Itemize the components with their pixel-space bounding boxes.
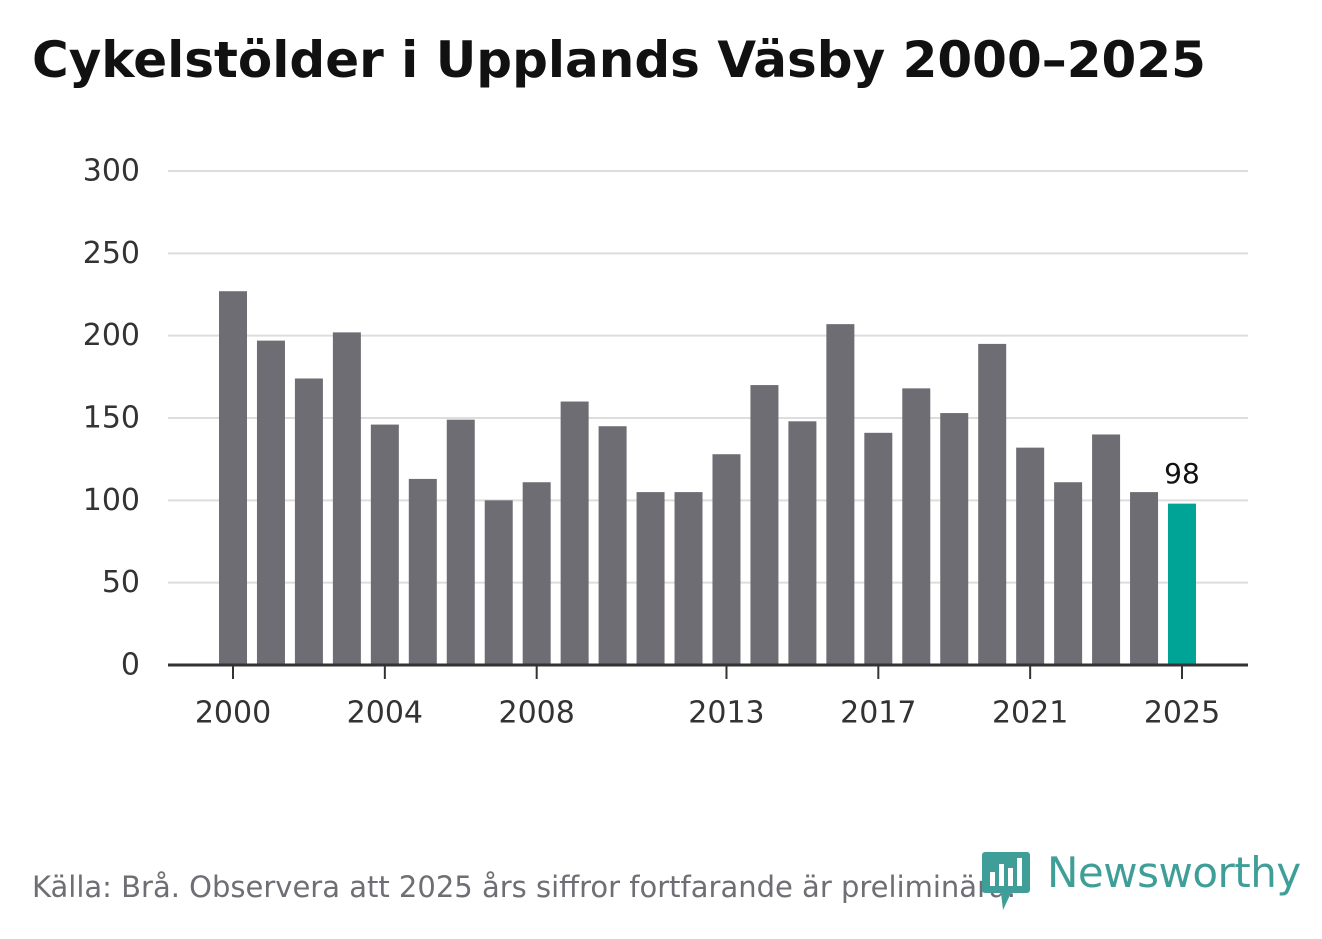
bar-2002 — [294, 378, 323, 665]
bar-2023 — [1092, 434, 1121, 665]
chart-title: Cykelstölder i Upplands Väsby 2000–2025 — [32, 31, 1206, 89]
bar-2014 — [750, 385, 779, 665]
x-tick-label: 2025 — [1144, 696, 1220, 731]
y-tick-label: 0 — [121, 648, 140, 683]
bar-2009 — [560, 401, 589, 665]
bar-2004 — [370, 424, 399, 665]
y-tick-label: 250 — [83, 236, 140, 271]
bar-2010 — [598, 426, 627, 665]
y-tick-label: 50 — [102, 565, 140, 600]
brand-name: Newsworthy — [1047, 848, 1301, 897]
y-tick-label: 150 — [83, 401, 140, 436]
bar-2021 — [1016, 447, 1045, 665]
bar-2022 — [1054, 482, 1083, 665]
x-tick-label: 2013 — [688, 696, 764, 731]
y-tick-label: 200 — [83, 318, 140, 353]
grid-lines — [168, 170, 1248, 584]
bar-2013 — [712, 454, 741, 665]
bars — [219, 291, 1196, 665]
bar-2000 — [219, 291, 247, 665]
bar-2016 — [826, 324, 855, 665]
bar-2015 — [788, 421, 817, 665]
x-axis-ticks: 2000 2004 2008 2013 2017 2021 2025 — [195, 665, 1220, 731]
y-tick-label: 300 — [83, 154, 140, 189]
x-tick-label: 2004 — [347, 696, 423, 731]
y-tick-label: 100 — [83, 483, 140, 518]
bar-2008 — [522, 482, 551, 665]
bar-2019 — [940, 413, 969, 665]
bar-2003 — [332, 332, 361, 665]
newsworthy-logo-icon — [982, 852, 1030, 910]
bar-2017 — [864, 432, 893, 665]
data-labels: 98 — [1164, 457, 1200, 490]
bar-2005 — [408, 478, 437, 665]
y-axis-tick-labels: 0 50 100 150 200 250 300 — [83, 154, 140, 683]
bar-2006 — [446, 419, 475, 665]
x-tick-label: 2008 — [499, 696, 575, 731]
bar-2007 — [484, 500, 513, 665]
data-label-highlight: 98 — [1164, 457, 1200, 490]
bar-2025 — [1168, 503, 1196, 665]
source-note: Källa: Brå. Observera att 2025 års siffr… — [32, 870, 1016, 904]
bar-2001 — [256, 340, 285, 665]
bar-2024 — [1130, 492, 1159, 665]
bar-2020 — [978, 343, 1007, 665]
x-tick-label: 2017 — [840, 696, 916, 731]
x-tick-label: 2021 — [992, 696, 1068, 731]
bar-2012 — [674, 492, 703, 665]
newsworthy-logo[interactable]: Newsworthy — [981, 848, 1301, 910]
bar-2018 — [902, 388, 931, 665]
x-tick-label: 2000 — [195, 696, 271, 731]
bar-2011 — [636, 492, 665, 665]
